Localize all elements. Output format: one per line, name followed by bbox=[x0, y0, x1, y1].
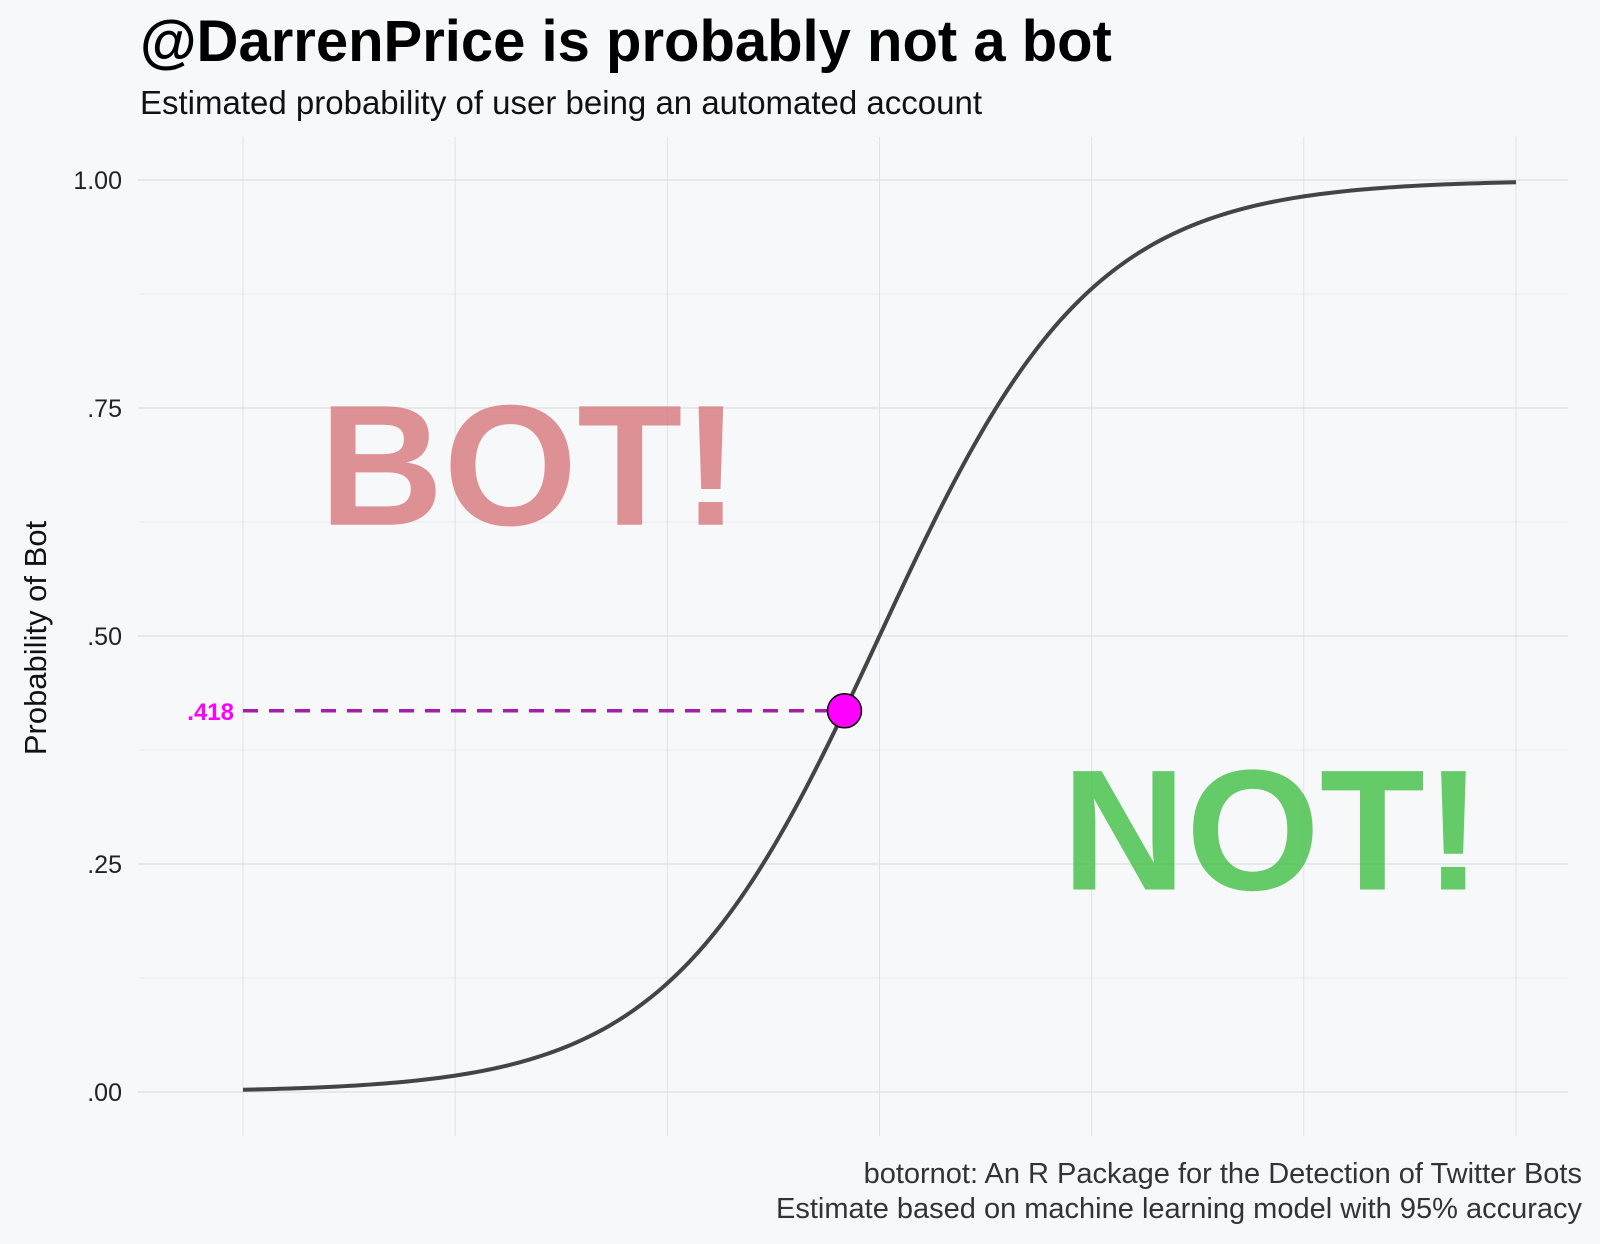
y-axis-label: Probability of Bot bbox=[18, 520, 53, 755]
highlight-label: .418 bbox=[187, 699, 234, 726]
y-tick-label: .75 bbox=[87, 395, 122, 423]
grid-lines bbox=[138, 137, 1568, 1136]
series-line bbox=[242, 180, 1517, 1092]
y-tick-label: .00 bbox=[87, 1079, 122, 1107]
chart-caption: botornot: An R Package for the Detection… bbox=[776, 1157, 1582, 1227]
caption-line-2: Estimate based on machine learning model… bbox=[776, 1193, 1582, 1225]
y-tick-labels: .00 .25 .50 .75 1.00 bbox=[73, 167, 122, 1107]
not-annotation: NOT! bbox=[1062, 735, 1482, 927]
bot-annotation: BOT! bbox=[319, 370, 739, 562]
y-tick-label: 1.00 bbox=[73, 167, 122, 195]
chart-title: @DarrenPrice is probably not a bot bbox=[140, 9, 1112, 74]
chart-subtitle: Estimated probability of user being an a… bbox=[140, 84, 983, 121]
caption-line-1: botornot: An R Package for the Detection… bbox=[863, 1158, 1582, 1190]
y-tick-label: .25 bbox=[87, 851, 122, 879]
y-tick-label: .50 bbox=[87, 623, 122, 651]
highlight-point bbox=[826, 693, 863, 729]
